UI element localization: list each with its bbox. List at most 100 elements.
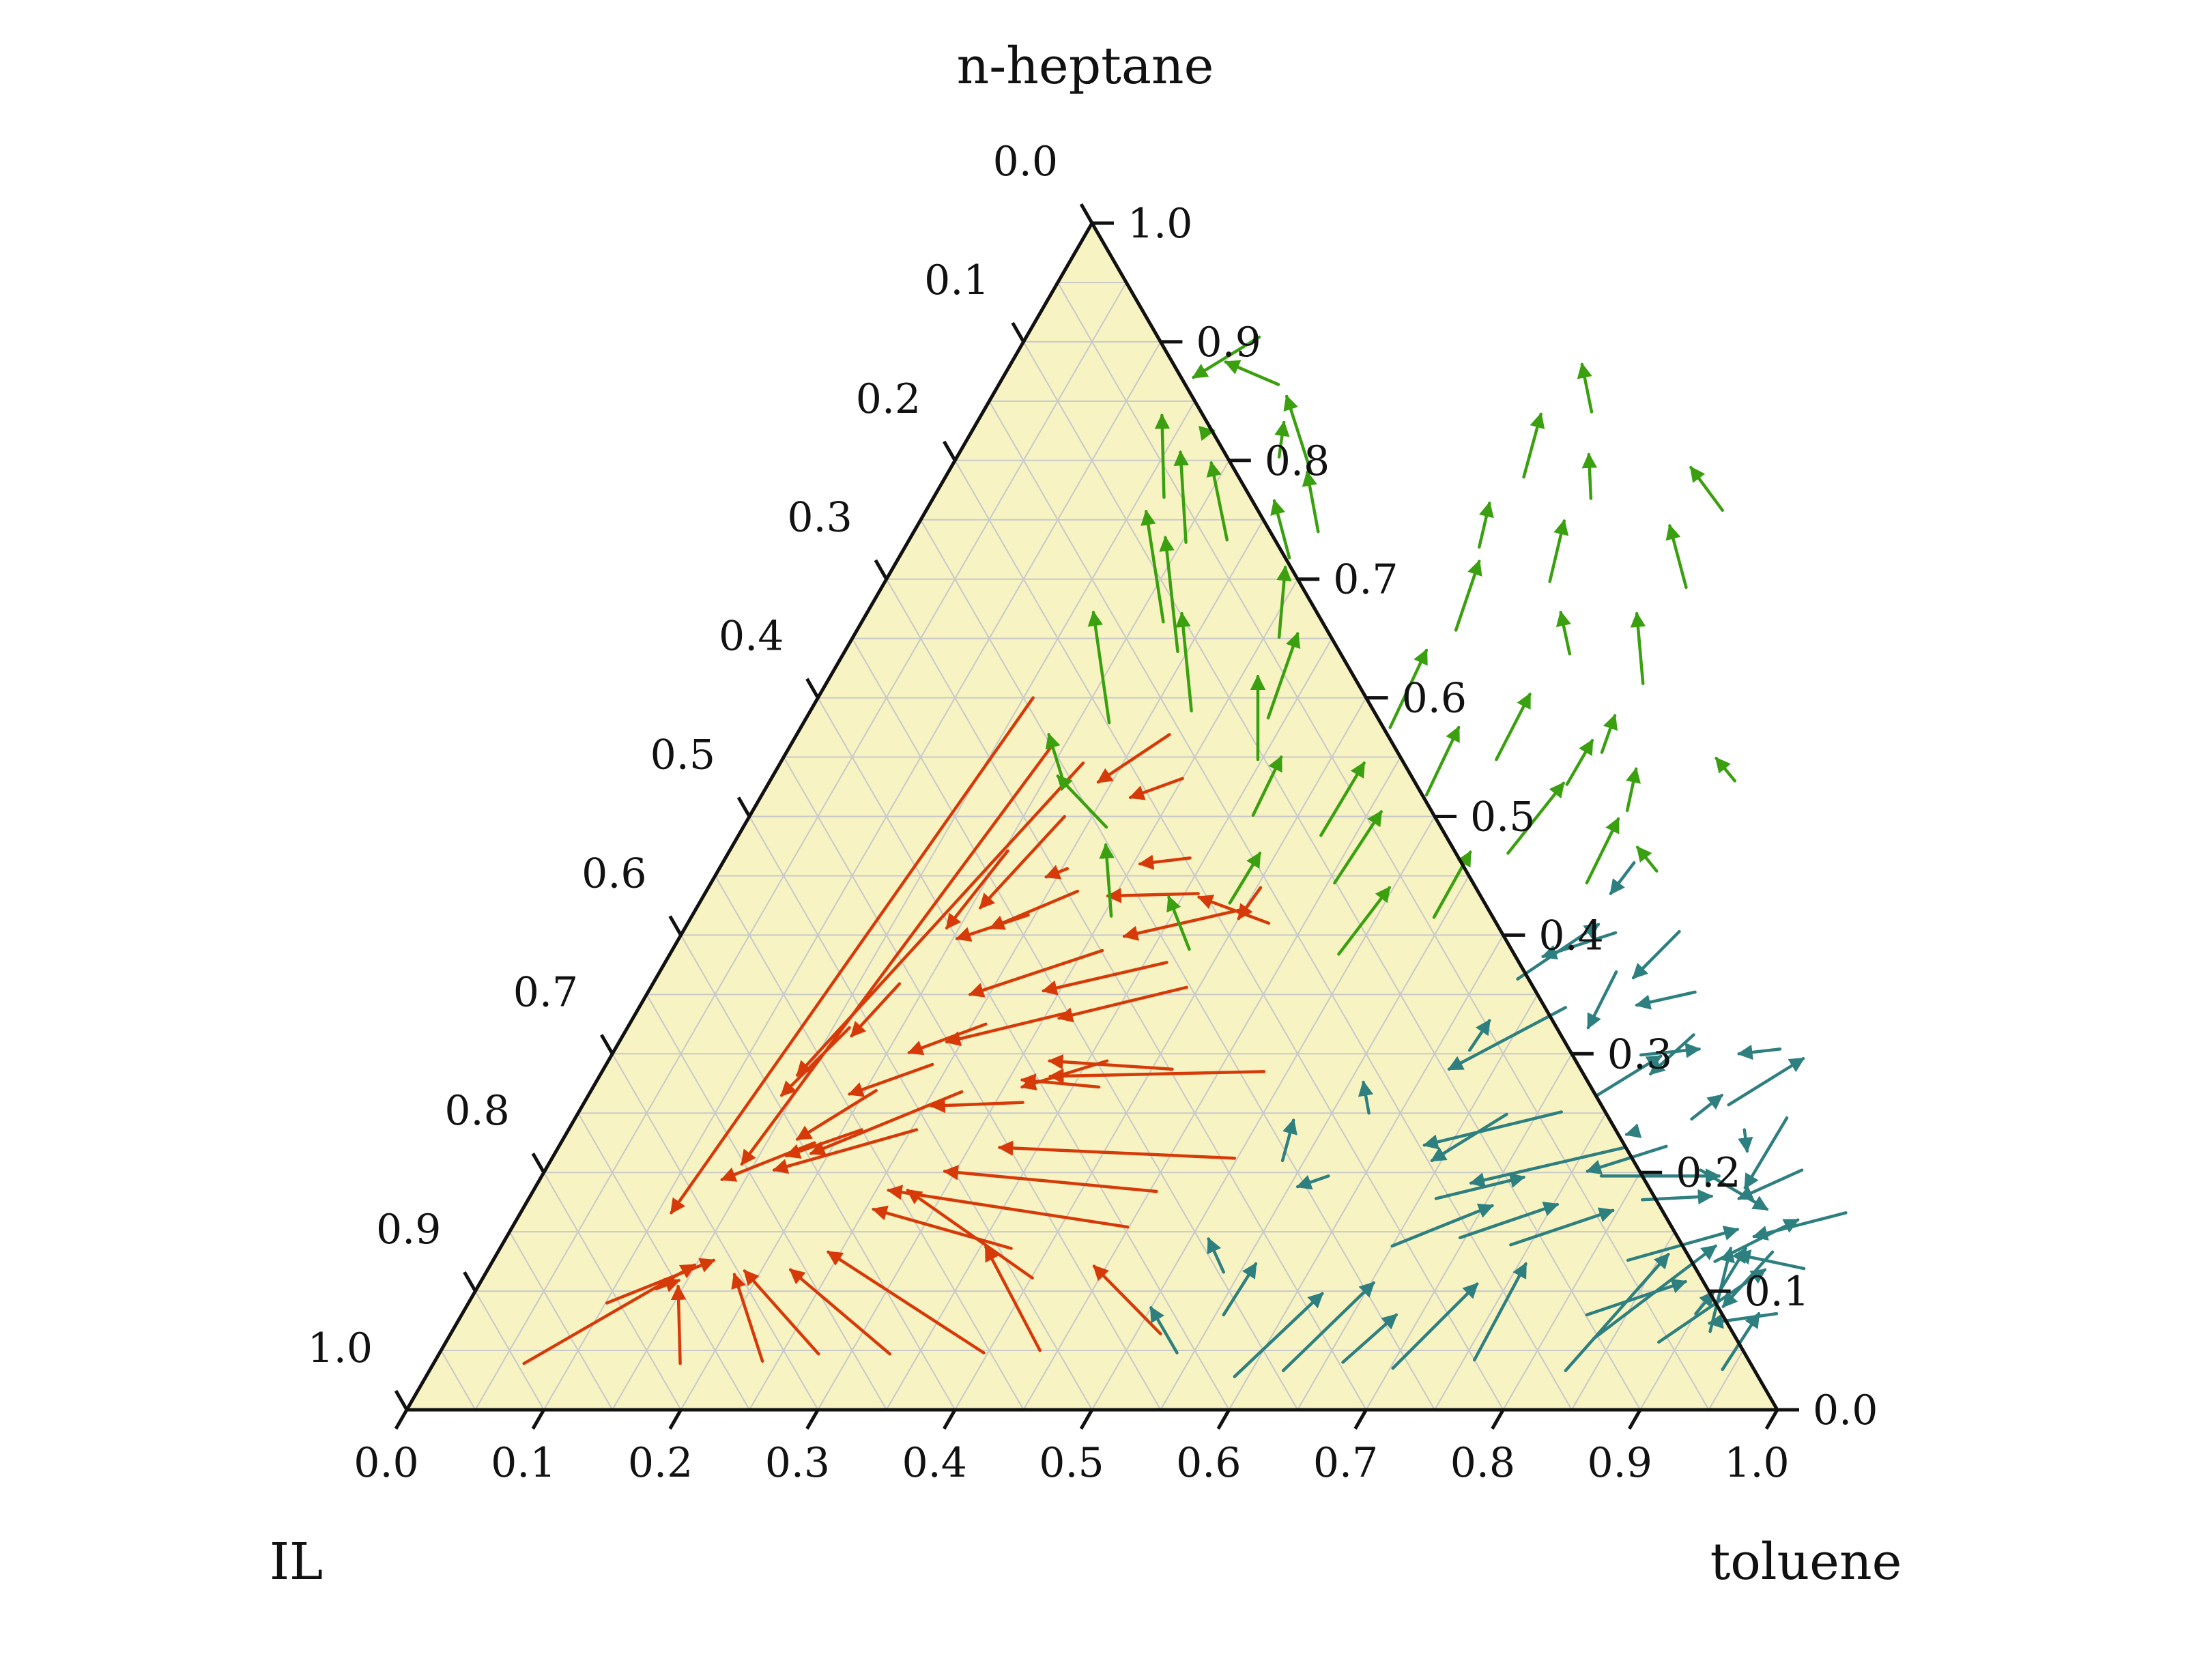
tick-label-left: 0.1 <box>924 257 989 304</box>
quiver-arrow <box>1743 1116 1789 1190</box>
quiver-arrow <box>1251 755 1283 817</box>
grid-line <box>885 638 1333 1410</box>
grid-line <box>749 816 1093 1410</box>
tick-label-left: 0.0 <box>993 138 1058 186</box>
quiver-arrow <box>1276 565 1292 639</box>
quiver-arrow <box>788 1268 892 1356</box>
tick-mark <box>394 1389 409 1411</box>
quiver-arrow <box>1237 886 1263 921</box>
quiver-arrow <box>887 1185 1130 1229</box>
tick-mark <box>943 1408 957 1430</box>
quiver-arrow <box>1173 450 1189 545</box>
quiver-arrow <box>1699 1168 1769 1211</box>
quiver-arrow <box>1509 1207 1615 1247</box>
tick-label-right: 0.7 <box>1333 556 1398 604</box>
grid-line <box>1708 1350 1744 1410</box>
quiver-arrow <box>1020 1059 1109 1090</box>
quiver-arrow <box>930 1097 1024 1114</box>
quiver-arrow <box>1506 781 1566 855</box>
tick-label-right: 0.5 <box>1470 794 1535 841</box>
quiver-arrow <box>670 1284 687 1365</box>
quiver-arrow <box>979 815 1067 910</box>
quiver-arrow <box>1192 335 1261 379</box>
quiver-arrow <box>1207 1237 1226 1274</box>
tick-mark <box>1628 1408 1642 1430</box>
quiver-arrow <box>1565 738 1594 786</box>
tick-mark <box>1216 1408 1231 1430</box>
tick-label-bottom: 1.0 <box>1724 1439 1789 1487</box>
quiver-arrow <box>731 1273 764 1363</box>
quiver-arrow <box>1495 692 1532 762</box>
quiver-arrow <box>1099 843 1115 918</box>
tick-label-bottom: 0.0 <box>354 1439 418 1487</box>
tick-mark <box>531 1153 545 1174</box>
quiver-arrow <box>1388 648 1429 729</box>
quiver-arrows <box>522 335 1848 1378</box>
tick-label-bottom: 0.6 <box>1176 1439 1241 1487</box>
quiver-arrow <box>1639 1043 1702 1058</box>
quiver-arrow <box>1283 394 1312 473</box>
quiver-arrow <box>1166 895 1191 951</box>
quiver-arrow <box>1358 1080 1374 1115</box>
tick-mark <box>668 1408 683 1430</box>
tick-mark <box>1353 1408 1368 1430</box>
quiver-arrow <box>1665 523 1688 590</box>
quiver-arrow <box>655 1277 681 1292</box>
quiver-arrow <box>1735 1249 1806 1271</box>
tick-label-left: 0.6 <box>582 850 646 897</box>
quiver-arrow <box>997 1140 1237 1160</box>
quiver-arrow <box>945 849 1009 930</box>
grid-line <box>1365 1053 1573 1410</box>
quiver-arrow <box>1281 1281 1375 1372</box>
tick-label-right: 0.1 <box>1745 1268 1809 1316</box>
grid-line <box>612 1053 819 1410</box>
quiver-arrow <box>1222 1262 1258 1317</box>
quiver-arrow <box>1721 1312 1761 1372</box>
quiver-arrow <box>1522 412 1545 479</box>
tick-mark <box>805 1408 820 1430</box>
quiver-arrow <box>1337 886 1391 956</box>
quiver-arrow <box>720 1141 816 1182</box>
quiver-arrow <box>945 1011 1067 1047</box>
quiver-arrow <box>1624 1123 1642 1138</box>
quiver-arrow <box>1138 854 1192 870</box>
grid-line <box>783 757 1162 1410</box>
tick-label-left: 0.2 <box>856 375 921 423</box>
grid-line <box>543 1172 682 1410</box>
quiver-arrow <box>1635 990 1697 1010</box>
quiver-arrow <box>988 889 1080 930</box>
quiver-arrow <box>1548 519 1569 583</box>
tick-label-left: 0.7 <box>513 968 578 1016</box>
quiver-arrow <box>743 1269 820 1356</box>
tick-mark <box>1491 1408 1505 1430</box>
tick-label-bottom: 0.7 <box>1313 1439 1378 1487</box>
quiver-arrow <box>1564 1252 1670 1372</box>
tick-mark <box>1079 1408 1094 1430</box>
quiver-arrow <box>1128 777 1184 800</box>
quiver-arrow <box>1042 961 1168 996</box>
quiver-arrow <box>1048 1068 1266 1084</box>
quiver-arrow <box>1424 725 1461 797</box>
quiver-arrow <box>1458 1201 1560 1240</box>
quiver-arrow <box>1625 767 1641 813</box>
quiver-arrow <box>772 1128 919 1174</box>
quiver-arrow <box>1447 1006 1568 1071</box>
quiver-arrow <box>1056 774 1108 829</box>
quiver-arrow <box>1280 1118 1297 1163</box>
tick-label-right: 0.4 <box>1538 912 1603 959</box>
quiver-arrow <box>1206 461 1229 542</box>
quiver-arrow <box>850 982 902 1038</box>
quiver-arrow <box>1737 1044 1782 1060</box>
quiver-arrow <box>1454 560 1482 632</box>
quiver-arrow <box>1631 929 1681 980</box>
grid-line <box>920 519 1435 1410</box>
grid-line <box>988 401 1573 1410</box>
quiver-arrow <box>1600 714 1618 754</box>
quiver-arrow <box>1159 536 1179 654</box>
grid-line <box>1091 816 1435 1410</box>
quiver-arrow <box>1149 1306 1179 1355</box>
tick-label-bottom: 0.2 <box>628 1439 693 1487</box>
tick-mark <box>600 1034 614 1055</box>
quiver-arrow <box>809 1090 964 1156</box>
